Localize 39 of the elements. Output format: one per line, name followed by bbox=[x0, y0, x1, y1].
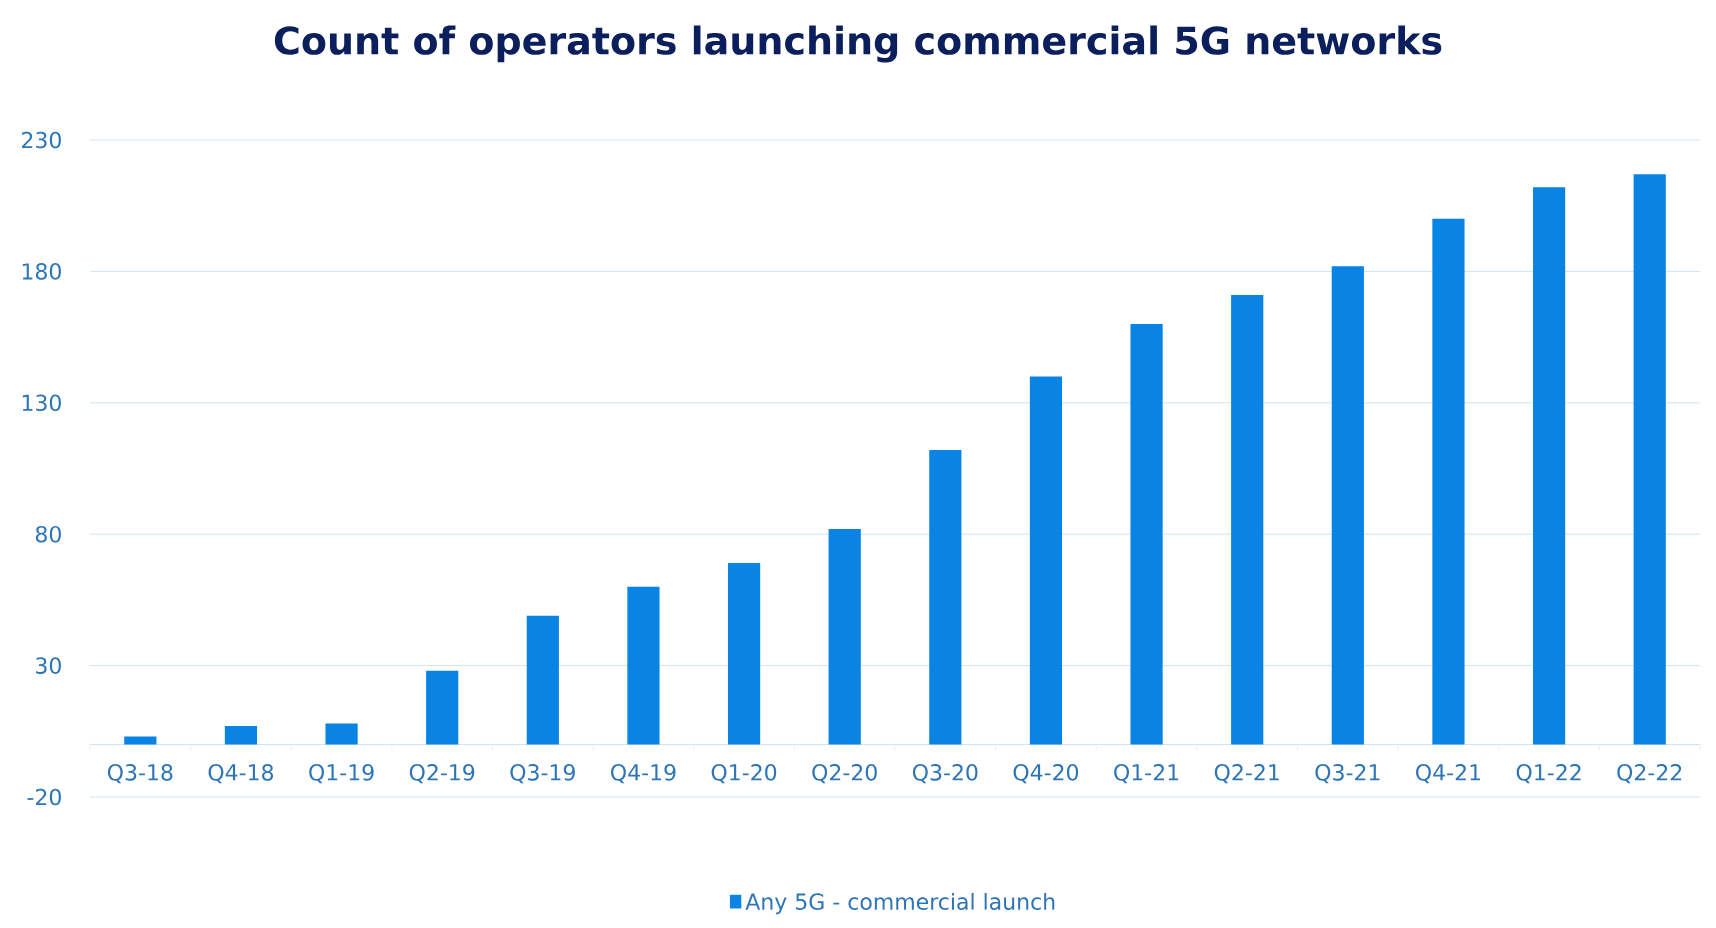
bar bbox=[1633, 174, 1666, 745]
y-tick-label: 230 bbox=[22, 131, 61, 149]
bar bbox=[1331, 266, 1364, 745]
bar bbox=[929, 450, 962, 745]
x-tick-label: Q2-20 bbox=[812, 764, 877, 784]
x-tick-label: Q2-21 bbox=[1214, 764, 1279, 784]
x-tick-label: Q4-20 bbox=[1013, 764, 1079, 784]
y-tick-label: 80 bbox=[35, 525, 61, 543]
bar bbox=[325, 723, 358, 745]
bar bbox=[627, 586, 660, 745]
chart-title: Count of operators launching commercial 5G networks bbox=[274, 25, 1442, 63]
x-tick-label: Q3-19 bbox=[510, 764, 575, 784]
x-tick-label: Q1-21 bbox=[1114, 764, 1179, 784]
bar bbox=[828, 528, 861, 745]
x-tick-label: Q4-19 bbox=[611, 764, 676, 784]
x-tick-label: Q3-20 bbox=[912, 764, 978, 784]
x-tick-label: Q3-21 bbox=[1315, 764, 1380, 784]
legend-label: Any 5G - commercial launch bbox=[745, 892, 1055, 915]
x-tick-label: Q3-18 bbox=[107, 764, 173, 784]
bar bbox=[1432, 218, 1465, 745]
x-tick-label: Q2-22 bbox=[1617, 764, 1682, 784]
bar bbox=[1532, 187, 1566, 745]
y-tick-label: -20 bbox=[27, 788, 61, 806]
x-tick-label: Q1-19 bbox=[309, 764, 374, 784]
y-tick-label: 130 bbox=[22, 394, 61, 412]
bar bbox=[224, 726, 258, 745]
bar bbox=[1029, 376, 1063, 745]
bar bbox=[727, 563, 761, 745]
x-tick-label: Q1-22 bbox=[1516, 764, 1581, 784]
x-tick-label: Q4-18 bbox=[208, 764, 274, 784]
x-tick-label: Q1-20 bbox=[711, 764, 777, 784]
bar bbox=[1130, 323, 1163, 745]
y-tick-label: 30 bbox=[36, 657, 61, 674]
x-tick-label: Q2-19 bbox=[409, 764, 475, 784]
y-tick-label: 180 bbox=[22, 263, 61, 280]
x-tick-label: Q4-21 bbox=[1416, 764, 1481, 784]
bar bbox=[526, 615, 559, 745]
bar bbox=[426, 670, 459, 745]
bar bbox=[1231, 295, 1264, 745]
